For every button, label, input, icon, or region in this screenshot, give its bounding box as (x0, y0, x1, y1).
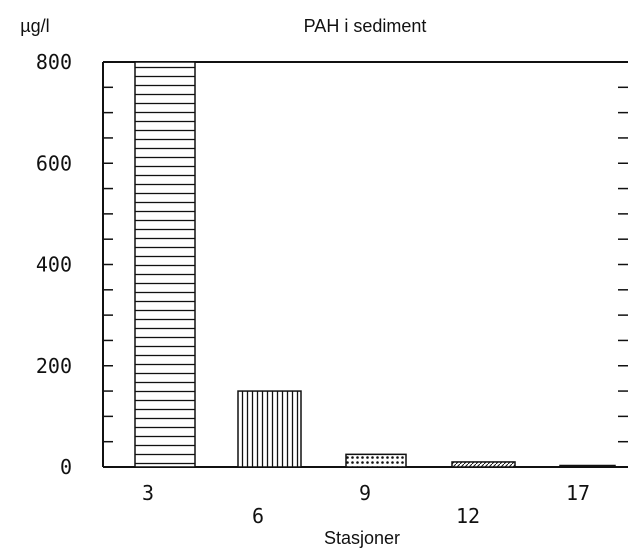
x-tick-label: 6 (252, 504, 264, 528)
y-axis-ticks: 0 200 400 600 800 (36, 50, 628, 479)
x-tick-label: 3 (142, 481, 154, 505)
y-tick-label: 200 (36, 354, 72, 378)
x-axis-label: Stasjoner (324, 528, 400, 548)
x-tick-label: 12 (456, 504, 480, 528)
x-tick-label: 9 (359, 481, 371, 505)
x-tick-label: 17 (566, 481, 590, 505)
bar-station-17 (559, 464, 616, 468)
chart-title: PAH i sediment (304, 16, 427, 36)
y-axis-label: µg/l (20, 16, 49, 36)
y-tick-label: 800 (36, 50, 72, 74)
bar-station-6 (237, 390, 302, 468)
bars (134, 61, 616, 468)
bar-station-3 (134, 61, 196, 468)
y-tick-label: 600 (36, 151, 72, 175)
y-tick-label: 0 (60, 455, 72, 479)
x-axis-ticks: 3 6 9 12 17 (142, 481, 590, 528)
bar-station-12 (451, 461, 516, 468)
y-tick-label: 400 (36, 253, 72, 277)
bar-station-9 (345, 453, 407, 468)
